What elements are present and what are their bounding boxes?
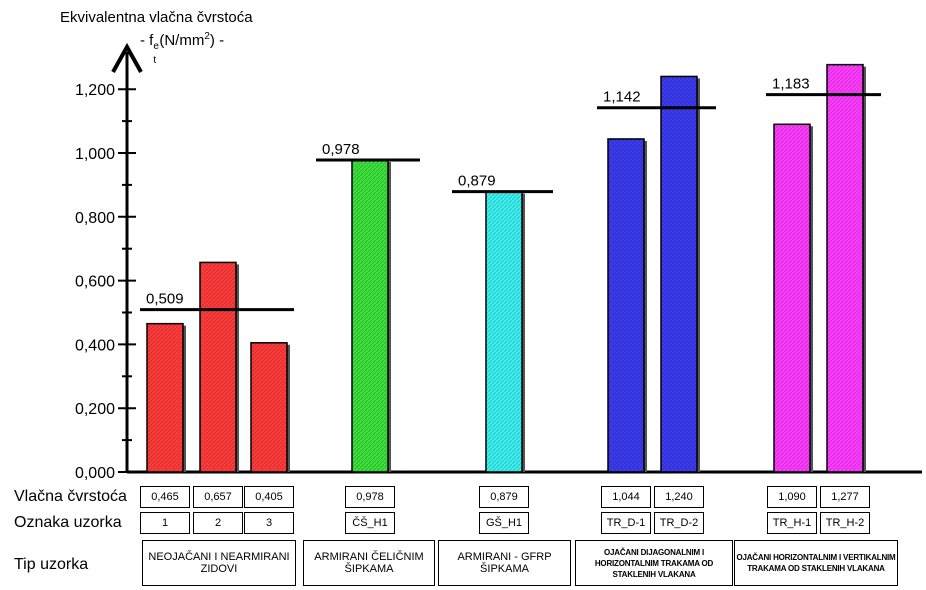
bar-texture: [486, 191, 522, 472]
oznaka-cell: 3: [244, 512, 294, 534]
average-label: 0,879: [458, 173, 496, 190]
oznaka-cell: 1: [140, 512, 190, 534]
oznaka-cell: GŠ_H1: [479, 512, 529, 534]
bar-texture: [352, 160, 388, 472]
y-tick-label: 1,200: [75, 82, 115, 99]
bar-texture: [774, 124, 810, 472]
bar-texture: [827, 64, 863, 473]
bar-texture: [147, 323, 183, 472]
strength-cell: 0,657: [193, 486, 243, 508]
average-label: 1,142: [603, 89, 641, 106]
tip-cell: ARMIRANI ČELIČNIM ŠIPKAMA: [303, 540, 435, 586]
y-tick-label: 0,200: [75, 401, 115, 418]
strength-cell: 1,044: [601, 486, 651, 508]
bar-texture: [251, 342, 287, 472]
average-label: 0,509: [146, 291, 184, 308]
strength-cell: 0,405: [244, 486, 294, 508]
y-axis-arrow: [111, 42, 143, 73]
strength-cell: 1,277: [820, 486, 870, 508]
strength-cell: 1,240: [654, 486, 704, 508]
average-label: 1,183: [772, 76, 810, 93]
tip-cell: OJAČANI HORIZONTALNIM I VERTIKALNIM TRAK…: [734, 540, 898, 586]
y-tick-label: 1,000: [75, 146, 115, 163]
bar-texture: [608, 138, 644, 473]
y-tick-label: 0,600: [75, 274, 115, 291]
y-axis-title: Ekvivalentna vlačna čvrstoća - f e t (N/mm2…: [60, 8, 320, 66]
tip-cell: ARMIRANI - GFRP ŠIPKAMA: [438, 540, 571, 586]
oznaka-cell: 2: [193, 512, 243, 534]
oznaka-cell: TR_D-2: [654, 512, 704, 534]
y-tick-label: 0,800: [75, 210, 115, 227]
average-label: 0,978: [322, 141, 360, 158]
y-axis-title-line2: - f e t (N/mm2) -: [140, 31, 225, 66]
row-label-oznaka: Oznaka uzorka: [14, 514, 122, 531]
row-label-strength: Vlačna čvrstoća: [14, 488, 127, 505]
oznaka-cell: TR_H-1: [767, 512, 817, 534]
bar-texture: [200, 262, 236, 472]
bar-texture: [661, 76, 697, 472]
oznaka-cell: TR_H-2: [820, 512, 870, 534]
tip-cell: NEOJAČANI I NEARMIRANI ZIDOVI: [142, 540, 296, 586]
strength-cell: 0,978: [345, 486, 395, 508]
oznaka-cell: TR_D-1: [601, 512, 651, 534]
y-axis-title-line1: Ekvivalentna vlačna čvrstoća: [60, 9, 253, 26]
strength-cell: 0,465: [140, 486, 190, 508]
strength-cell: 0,879: [479, 486, 529, 508]
tip-cell: OJAČANI DIJAGONALNIM I HORIZONTALNIM TRA…: [575, 540, 733, 586]
row-label-tip: Tip uzorka: [14, 556, 89, 573]
oznaka-cell: ČŠ_H1: [345, 512, 395, 534]
strength-cell: 1,090: [767, 486, 817, 508]
y-tick-label: 0,400: [75, 337, 115, 354]
y-tick-label: 0,000: [75, 465, 115, 482]
